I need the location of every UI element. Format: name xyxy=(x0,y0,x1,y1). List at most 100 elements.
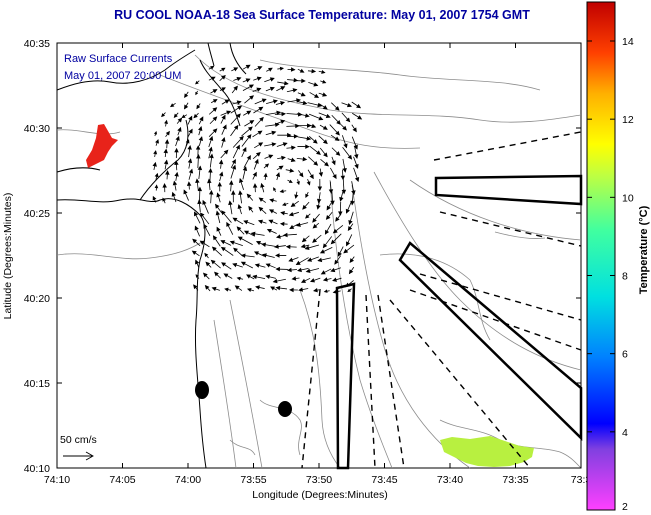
current-vector xyxy=(349,256,355,263)
current-vector xyxy=(244,95,254,104)
current-vector xyxy=(287,157,296,162)
current-vector xyxy=(287,77,299,83)
depth-contours xyxy=(56,54,582,469)
current-vector xyxy=(264,77,275,83)
current-vector xyxy=(186,181,192,190)
current-vector xyxy=(319,147,328,158)
current-vector xyxy=(343,244,355,254)
current-vector xyxy=(230,124,239,137)
x-tick-label: 73:3 xyxy=(571,474,592,486)
current-vector xyxy=(233,76,242,82)
x-axis-label: Longitude (Degrees:Minutes) xyxy=(252,489,387,501)
x-tick-label: 73:40 xyxy=(437,474,463,486)
current-vector xyxy=(340,169,346,181)
current-vector xyxy=(209,116,218,125)
current-vector xyxy=(229,240,243,247)
current-vector xyxy=(353,156,359,169)
current-vector xyxy=(221,136,226,148)
current-vector xyxy=(329,124,340,136)
current-vector xyxy=(319,247,333,254)
y-tick-label: 40:35 xyxy=(24,38,50,50)
current-vector xyxy=(202,199,209,214)
current-vector xyxy=(347,223,354,231)
current-vector xyxy=(277,155,286,161)
current-vector xyxy=(306,179,311,186)
current-vector xyxy=(165,130,170,137)
current-vector xyxy=(228,180,234,192)
colorbar-tick-label: 6 xyxy=(622,349,628,361)
plot-area xyxy=(56,42,583,470)
current-vector xyxy=(252,151,261,160)
current-vector xyxy=(265,274,277,279)
current-vector xyxy=(237,204,242,215)
current-vector xyxy=(342,147,353,160)
current-vector xyxy=(208,107,218,115)
current-vector xyxy=(269,209,278,214)
current-vector xyxy=(211,286,220,292)
x-tick-label: 73:35 xyxy=(502,474,528,486)
current-vector xyxy=(307,123,317,129)
scale-arrow-head xyxy=(85,451,94,461)
current-vector xyxy=(224,287,232,292)
current-vector xyxy=(174,171,179,181)
current-vector xyxy=(208,168,213,182)
current-vector xyxy=(307,256,319,262)
current-vector xyxy=(188,168,194,180)
current-vector xyxy=(218,171,224,182)
current-vector xyxy=(238,190,243,204)
current-vector xyxy=(330,134,340,141)
current-vector xyxy=(223,273,233,279)
current-vector xyxy=(287,67,296,72)
current-vector xyxy=(301,235,310,243)
current-vector xyxy=(174,160,179,171)
current-vector xyxy=(285,168,295,173)
current-vector xyxy=(187,158,193,169)
colorbar-tick-label: 8 xyxy=(622,271,628,283)
current-vector xyxy=(350,189,355,206)
current-vector xyxy=(331,147,341,156)
current-vector xyxy=(346,234,353,247)
current-vector xyxy=(242,78,251,83)
current-vector xyxy=(232,135,244,148)
current-vector xyxy=(307,68,317,74)
current-vector xyxy=(215,210,221,224)
x-tick-label: 74:05 xyxy=(109,474,135,486)
current-vector xyxy=(253,106,264,114)
current-vector xyxy=(153,150,158,158)
current-vector xyxy=(236,226,245,235)
current-vector xyxy=(276,165,284,171)
current-vector xyxy=(192,238,201,247)
current-vector xyxy=(265,86,275,92)
current-vector xyxy=(320,79,327,84)
current-vector xyxy=(330,267,341,273)
current-vector xyxy=(337,246,344,257)
current-vector xyxy=(232,262,243,268)
current-vector xyxy=(282,202,289,207)
current-vector xyxy=(198,126,203,136)
current-vector xyxy=(211,246,223,256)
current-vector xyxy=(261,242,276,247)
current-vector xyxy=(317,257,331,263)
y-axis-label: Latitude (Degrees:Minutes) xyxy=(2,193,14,320)
current-vector xyxy=(193,112,199,119)
current-vector xyxy=(254,142,264,149)
current-vector xyxy=(257,219,267,224)
current-vector xyxy=(335,213,342,222)
current-vector xyxy=(286,88,298,93)
current-vector xyxy=(331,114,341,125)
current-vector xyxy=(318,135,328,145)
colorbar-tick-label: 10 xyxy=(622,192,634,204)
current-vector xyxy=(195,178,200,190)
current-vector xyxy=(250,231,265,237)
current-vector xyxy=(216,192,221,203)
x-tick-label: 74:00 xyxy=(175,474,201,486)
current-vector xyxy=(195,274,200,279)
current-vector xyxy=(330,167,337,180)
current-vector xyxy=(309,92,320,98)
colorbar-tick-label: 2 xyxy=(622,501,628,513)
current-vector xyxy=(297,267,309,273)
current-vector xyxy=(275,285,288,291)
current-vector xyxy=(152,195,157,203)
station-marker-2 xyxy=(278,401,292,417)
map-title: RU COOL NOAA-18 Sea Surface Temperature:… xyxy=(114,8,530,22)
